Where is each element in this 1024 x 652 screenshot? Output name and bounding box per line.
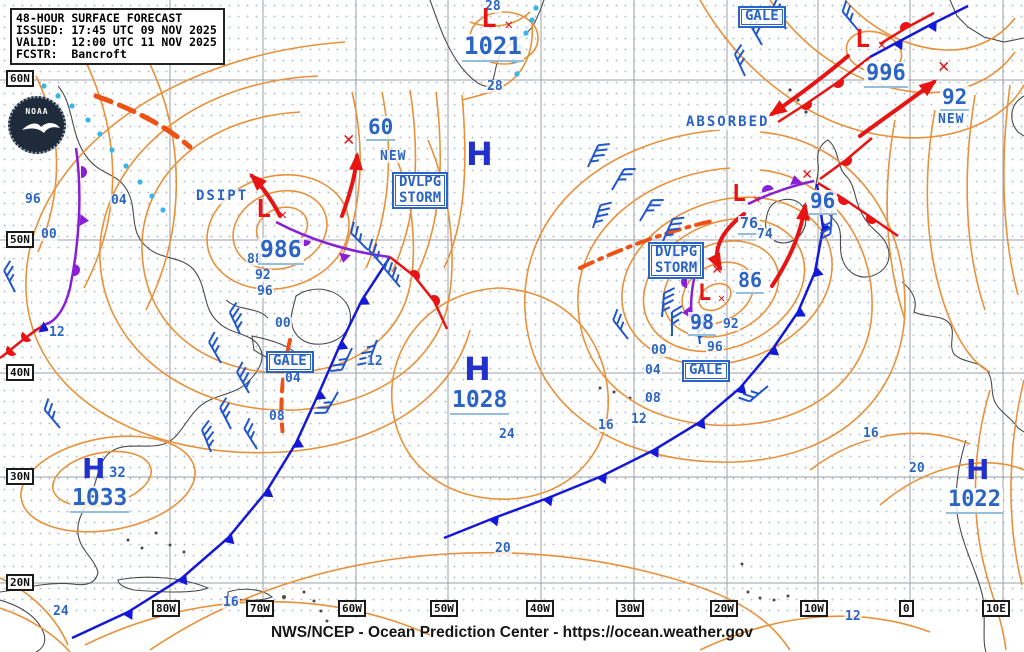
low-pressure-symbol: L ✕: [855, 24, 886, 54]
pressure-value: 1033: [70, 486, 130, 514]
header-line-2: ISSUED: 17:45 UTC 09 NOV 2025: [16, 23, 217, 37]
low-pressure-symbol: L ✕: [732, 181, 761, 207]
isobar-label: 96: [24, 192, 42, 207]
warning-box: DVLPG STORM: [648, 242, 705, 280]
longitude-label: 10W: [800, 600, 828, 617]
pressure-value: 96: [808, 190, 838, 216]
latitude-label: 30N: [6, 468, 34, 485]
isobar-label: 04: [644, 363, 662, 378]
isobar-label: 92: [254, 268, 272, 283]
noaa-seagull-icon: [22, 122, 60, 133]
isobar-label: 20: [908, 461, 926, 476]
warning-box: GALE: [738, 6, 786, 28]
low-pressure-symbol: L ✕: [256, 194, 287, 224]
pressure-value: 60: [366, 116, 396, 142]
longitude-label: 20W: [710, 600, 738, 617]
low-pressure-symbol: ✕: [938, 55, 950, 77]
pressure-value-alt: 74: [756, 227, 774, 242]
longitude-label: 40W: [526, 600, 554, 617]
pressure-value: 92: [940, 86, 970, 112]
cold-fronts: [33, 4, 969, 640]
isobar-label: 96: [706, 340, 724, 355]
isobar-label: 04: [110, 193, 128, 208]
isobar-label: 12: [630, 412, 648, 427]
low-pressure-symbol: ✕: [802, 164, 813, 184]
header-line-3: VALID: 12:00 UTC 11 NOV 2025: [16, 35, 217, 49]
pressure-sub-value: 32: [108, 465, 127, 481]
tag-new: NEW: [938, 112, 965, 127]
latitude-label: 40N: [6, 364, 34, 381]
isobar-label: 28: [484, 0, 502, 14]
longitude-label: 80W: [152, 600, 180, 617]
isobar-label: 16: [597, 418, 615, 433]
high-pressure-symbol: H: [464, 350, 491, 388]
noaa-logo: NOAA: [8, 96, 66, 154]
tag-new: NEW: [380, 149, 407, 164]
isobar-label: 12: [844, 609, 862, 624]
pressure-value: 86: [736, 268, 765, 294]
isobar-label: 24: [498, 427, 516, 442]
longitude-label: 0: [899, 600, 914, 617]
longitude-label: 10E: [982, 600, 1010, 617]
isobar-label: 12: [366, 354, 384, 369]
warning-box: GALE: [266, 351, 314, 373]
header-line-4: FCSTR: Bancroft: [16, 47, 127, 61]
high-pressure-symbol: H: [966, 453, 990, 486]
low-pressure-symbol: ✕: [712, 259, 723, 279]
isobar-label: 92: [722, 317, 740, 332]
annotation-absorbed: ABSORBED: [686, 114, 770, 130]
isobar-label: 28: [486, 79, 504, 94]
isobar-label: 16: [862, 426, 880, 441]
isobar-label: 00: [274, 316, 292, 331]
low-pressure-symbol: ✕: [343, 128, 355, 150]
footer-caption: NWS/NCEP - Ocean Prediction Center - htt…: [270, 624, 754, 641]
track-arrows: [249, 54, 938, 288]
longitude-label: 70W: [246, 600, 274, 617]
pressure-value: 98: [688, 310, 717, 336]
low-pressure-symbol: L ✕: [481, 4, 514, 34]
low-pressure-symbol: L ✕: [698, 281, 726, 306]
pressure-value: 996: [864, 62, 908, 89]
forecast-header: 48-HOUR SURFACE FORECAST ISSUED: 17:45 U…: [10, 8, 225, 65]
isobar-label: 04: [284, 371, 302, 386]
isobar-label: 12: [48, 325, 66, 340]
isobar-label: 08: [644, 391, 662, 406]
longitude-label: 30W: [616, 600, 644, 617]
isobar-label: 08: [268, 409, 286, 424]
pressure-value: 1028: [450, 388, 510, 416]
header-line-1: 48-HOUR SURFACE FORECAST: [16, 11, 183, 25]
pressure-value: 1021: [462, 33, 524, 63]
annotation-dsipt: DSIPT: [196, 188, 249, 204]
latitude-label: 60N: [6, 70, 34, 87]
latitude-label: 20N: [6, 574, 34, 591]
noaa-logo-text: NOAA: [25, 107, 49, 116]
isobar-label: 96: [256, 284, 274, 299]
pressure-value: 986: [258, 238, 304, 266]
pressure-value: 1022: [946, 488, 1003, 515]
longitude-label: 60W: [338, 600, 366, 617]
isobar-label: 00: [40, 227, 58, 242]
isobar-label: 20: [494, 541, 512, 556]
high-pressure-symbol: H: [466, 135, 493, 173]
isobar-label: 16: [222, 595, 240, 610]
warning-box: DVLPG STORM: [392, 172, 449, 210]
high-pressure-symbol: H: [82, 452, 106, 485]
warning-box: GALE: [682, 360, 730, 382]
isobar-label: 24: [52, 604, 70, 619]
latitude-label: 50N: [6, 231, 34, 248]
longitude-label: 50W: [430, 600, 458, 617]
isobar-label: 00: [650, 343, 668, 358]
